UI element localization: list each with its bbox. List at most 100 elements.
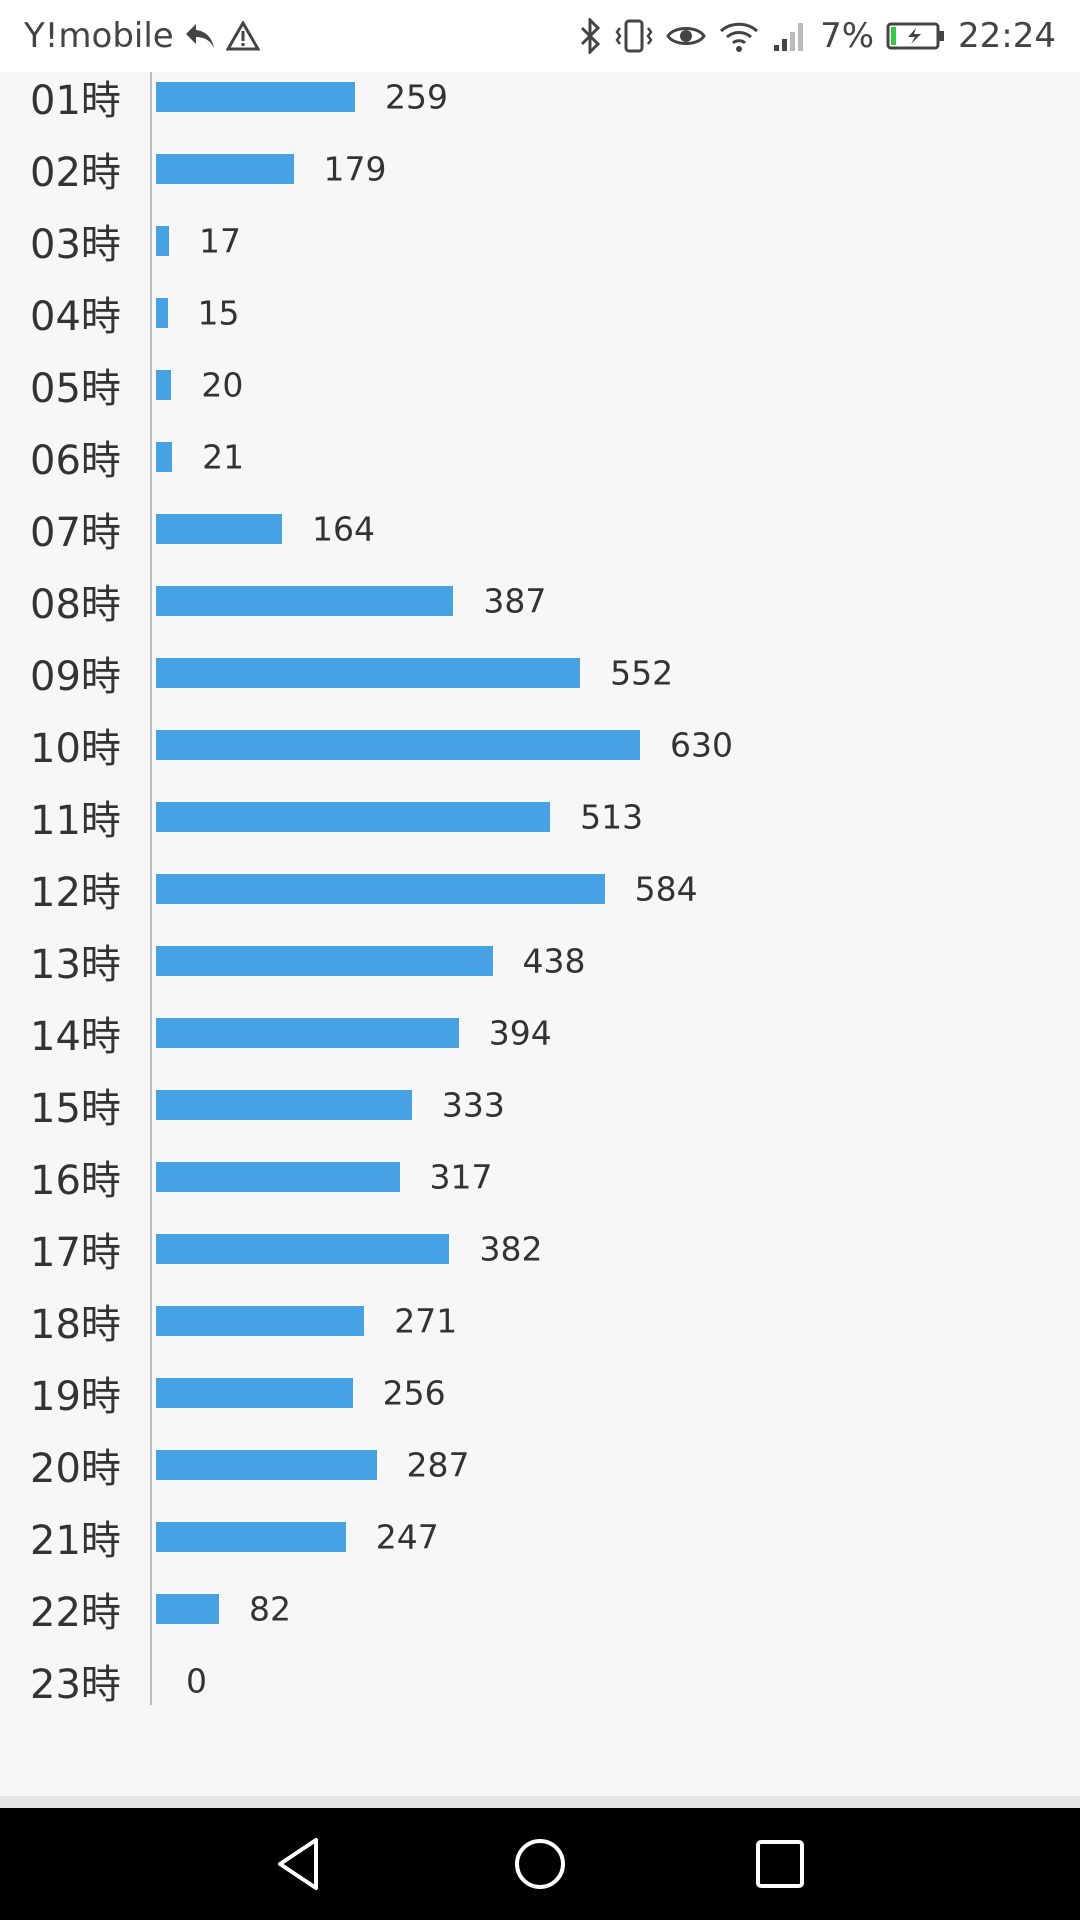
- category-label: 11時: [30, 798, 121, 844]
- back-icon[interactable]: [270, 1834, 330, 1894]
- home-icon[interactable]: [510, 1834, 570, 1894]
- category-label: 21時: [30, 1518, 121, 1564]
- bottom-strip: [0, 1796, 1080, 1808]
- value-label: 513: [580, 797, 644, 837]
- value-label: 20: [201, 365, 244, 405]
- chart-row: 23時 0: [0, 1645, 1080, 1717]
- chart-row: 06時 21: [0, 421, 1080, 493]
- chart-row: 10時 630: [0, 709, 1080, 781]
- value-label: 15: [197, 293, 240, 333]
- chart-row: 09時 552: [0, 637, 1080, 709]
- status-icons: 7% 22:24: [578, 14, 1056, 58]
- clock: 22:24: [958, 16, 1056, 56]
- bar: [156, 370, 172, 400]
- value-label: 630: [670, 725, 734, 765]
- category-label: 01時: [30, 78, 121, 124]
- value-label: 387: [483, 581, 547, 621]
- chart-row: 15時 333: [0, 1069, 1080, 1141]
- bar: [156, 1522, 346, 1552]
- chart-row: 17時 382: [0, 1213, 1080, 1285]
- warning-icon: [225, 21, 260, 51]
- value-label: 21: [202, 437, 245, 477]
- bar: [156, 298, 168, 328]
- reply-icon: [184, 22, 216, 50]
- chart-row: 04時 15: [0, 277, 1080, 349]
- chart-row: 02時 179: [0, 133, 1080, 205]
- eye-icon: [666, 20, 706, 52]
- chart-row: 18時 271: [0, 1285, 1080, 1357]
- carrier: Y!mobile: [24, 16, 260, 56]
- recents-icon[interactable]: [750, 1834, 810, 1894]
- category-label: 14時: [30, 1014, 121, 1060]
- bluetooth-icon: [578, 18, 602, 54]
- category-label: 04時: [30, 294, 121, 340]
- bar: [156, 1450, 377, 1480]
- chart-row: 11時 513: [0, 781, 1080, 853]
- value-label: 333: [441, 1085, 505, 1125]
- bar: [156, 1234, 450, 1264]
- value-label: 247: [375, 1517, 439, 1557]
- category-label: 09時: [30, 654, 121, 700]
- bar: [156, 874, 605, 904]
- category-label: 20時: [30, 1446, 121, 1492]
- y-axis-line: [150, 72, 152, 1705]
- bar: [156, 946, 493, 976]
- carrier-name: Y!mobile: [24, 16, 174, 56]
- category-label: 13時: [30, 942, 121, 988]
- chart-row: 07時 164: [0, 493, 1080, 565]
- value-label: 271: [394, 1301, 458, 1341]
- chart-row: 12時 584: [0, 853, 1080, 925]
- bar: [156, 1090, 412, 1120]
- category-label: 19時: [30, 1374, 121, 1420]
- category-label: 16時: [30, 1158, 121, 1204]
- category-label: 15時: [30, 1086, 121, 1132]
- chart-row: 03時 17: [0, 205, 1080, 277]
- category-label: 23時: [30, 1662, 121, 1708]
- bar: [156, 586, 454, 616]
- vibrate-icon: [614, 18, 654, 54]
- chart-row: 05時 20: [0, 349, 1080, 421]
- category-label: 22時: [30, 1590, 121, 1636]
- chart-row: 08時 387: [0, 565, 1080, 637]
- chart-row: 21時 247: [0, 1501, 1080, 1573]
- value-label: 164: [312, 509, 375, 549]
- value-label: 438: [522, 941, 586, 981]
- value-label: 179: [323, 149, 387, 189]
- category-label: 03時: [30, 222, 121, 268]
- signal-icon: [772, 19, 808, 53]
- category-label: 05時: [30, 366, 121, 412]
- chart-row: 22時 82: [0, 1573, 1080, 1645]
- value-label: 17: [199, 221, 242, 261]
- chart-row: 20時 287: [0, 1429, 1080, 1501]
- status-bar: Y!mobile 7% 22:24: [0, 0, 1080, 72]
- bar: [156, 226, 170, 256]
- navigation-bar: [0, 1808, 1080, 1920]
- chart-row: 16時 317: [0, 1141, 1080, 1213]
- bar: [156, 1378, 353, 1408]
- bar: [156, 442, 173, 472]
- category-label: 08時: [30, 582, 121, 628]
- bar: [156, 154, 294, 184]
- bar: [156, 802, 551, 832]
- chart-row: 19時 256: [0, 1357, 1080, 1429]
- category-label: 17時: [30, 1230, 121, 1276]
- battery-percent: 7%: [820, 16, 875, 56]
- hourly-bar-chart: 01時 259 02時 179 03時 17 04時 15 05時 20 06時 21 07時 164 08…: [0, 72, 1080, 1792]
- chart-row: 14時 394: [0, 997, 1080, 1069]
- category-label: 12時: [30, 870, 121, 916]
- bar: [156, 82, 355, 112]
- bar: [156, 658, 581, 688]
- category-label: 10時: [30, 726, 121, 772]
- bar: [156, 1018, 459, 1048]
- category-label: 18時: [30, 1302, 121, 1348]
- chart-row: 13時 438: [0, 925, 1080, 997]
- battery-charging-icon: [886, 21, 946, 51]
- wifi-icon: [718, 19, 760, 53]
- bar: [156, 1594, 219, 1624]
- bar: [156, 1306, 365, 1336]
- value-label: 82: [249, 1589, 291, 1629]
- category-label: 06時: [30, 438, 121, 484]
- category-label: 02時: [30, 150, 121, 196]
- bar: [156, 514, 282, 544]
- value-label: 552: [610, 653, 674, 693]
